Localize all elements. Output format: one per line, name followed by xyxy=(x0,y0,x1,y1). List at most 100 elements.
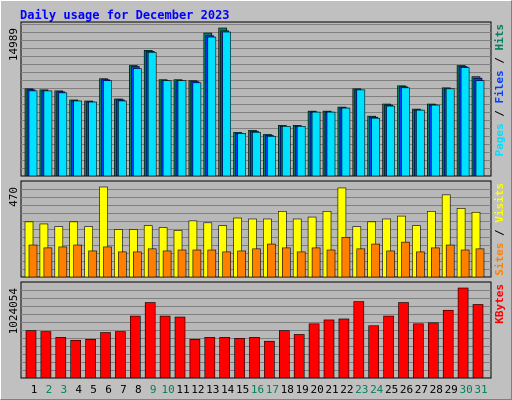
legend-separator: / xyxy=(493,104,506,124)
bar xyxy=(177,80,187,177)
bar xyxy=(55,337,67,379)
x-tick-label: 11 xyxy=(176,383,189,396)
bar xyxy=(413,323,424,379)
bar xyxy=(296,126,306,177)
bar xyxy=(88,101,97,177)
bar xyxy=(159,315,171,379)
bar xyxy=(445,244,455,278)
bar xyxy=(430,104,440,177)
x-tick-label: 15 xyxy=(236,383,249,396)
bar xyxy=(338,318,350,379)
bar xyxy=(308,323,320,379)
bar xyxy=(103,80,112,177)
bar xyxy=(237,133,246,177)
bar xyxy=(475,80,485,177)
bar xyxy=(252,132,261,177)
legend-entry: KBytes xyxy=(493,284,506,324)
bar xyxy=(386,250,395,278)
bar xyxy=(207,36,217,177)
bar xyxy=(115,331,126,379)
bar xyxy=(130,315,141,379)
bar xyxy=(237,250,246,278)
bar xyxy=(118,251,127,278)
bar xyxy=(192,82,202,177)
bar xyxy=(326,111,336,177)
bar xyxy=(133,68,142,177)
bar xyxy=(144,302,156,379)
bar xyxy=(252,248,261,278)
bar xyxy=(267,136,276,177)
legend-separator: / xyxy=(493,223,506,243)
bar xyxy=(28,90,38,177)
bar xyxy=(147,52,157,177)
x-tick-label: 19 xyxy=(296,383,309,396)
bar xyxy=(278,330,290,379)
bar xyxy=(371,243,381,278)
bar xyxy=(323,319,335,379)
bar xyxy=(118,100,127,177)
bar xyxy=(442,309,454,379)
bar xyxy=(460,249,470,278)
bar xyxy=(162,250,172,278)
bar xyxy=(28,244,38,278)
bar xyxy=(457,287,469,379)
x-tick-label: 2 xyxy=(46,383,53,396)
x-tick-label: 26 xyxy=(400,383,413,396)
bar xyxy=(472,304,484,379)
bar xyxy=(353,301,365,379)
bar xyxy=(386,105,395,177)
x-tick-label: 4 xyxy=(75,383,82,396)
bar xyxy=(219,337,230,379)
legend: Pages / Files / Hits xyxy=(493,24,506,157)
bar xyxy=(401,87,410,177)
bar xyxy=(147,248,157,278)
bar xyxy=(174,316,186,379)
bar xyxy=(222,31,231,177)
x-tick-label: 20 xyxy=(310,383,323,396)
bar xyxy=(398,302,409,379)
legend-entry: Sites xyxy=(493,243,506,276)
bar xyxy=(368,325,380,379)
x-tick-label: 31 xyxy=(474,383,487,396)
bar xyxy=(341,107,351,177)
bar xyxy=(162,80,172,177)
legend: Sites / Visits xyxy=(493,183,506,276)
bar xyxy=(311,111,321,177)
bar xyxy=(460,67,470,177)
bar xyxy=(85,338,96,379)
bar xyxy=(207,249,217,278)
bar xyxy=(222,251,231,278)
bar xyxy=(73,100,82,177)
x-tick-label: 6 xyxy=(105,383,112,396)
x-tick-label: 24 xyxy=(370,383,384,396)
bar xyxy=(88,250,97,278)
x-tick-label: 13 xyxy=(206,383,219,396)
bar xyxy=(416,109,425,177)
x-tick-label: 14 xyxy=(221,383,235,396)
bar xyxy=(100,332,111,379)
legend-entry: Pages xyxy=(493,123,506,156)
x-tick-label: 30 xyxy=(459,383,472,396)
bar xyxy=(43,90,53,177)
y-tick-label: 470 xyxy=(7,187,20,207)
x-tick-label: 1 xyxy=(31,383,38,396)
bar xyxy=(43,247,53,278)
bar xyxy=(192,249,202,278)
bar xyxy=(234,338,245,379)
x-tick-label: 12 xyxy=(191,383,204,396)
x-tick-label: 7 xyxy=(120,383,127,396)
bar xyxy=(293,334,305,379)
x-tick-label: 8 xyxy=(135,383,142,396)
y-tick-label: 14989 xyxy=(7,28,20,61)
bar xyxy=(356,248,366,278)
chart-title: Daily usage for December 2023 xyxy=(20,8,230,22)
x-tick-label: 23 xyxy=(355,383,368,396)
x-tick-label: 25 xyxy=(385,383,398,396)
bar xyxy=(189,338,201,379)
bar xyxy=(73,244,82,278)
x-tick-label: 22 xyxy=(340,383,353,396)
bar xyxy=(416,251,425,278)
bar xyxy=(103,246,112,278)
